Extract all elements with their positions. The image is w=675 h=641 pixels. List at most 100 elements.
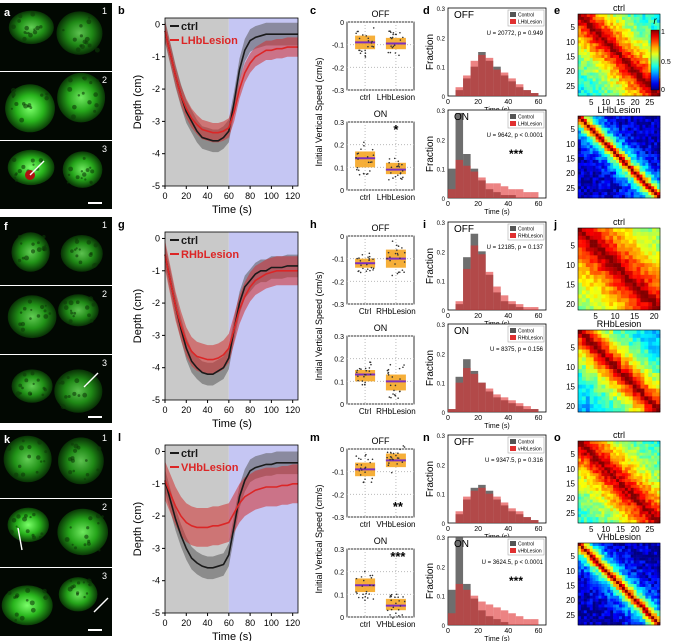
matrix-cell bbox=[648, 121, 652, 126]
matrix-cell bbox=[598, 505, 602, 509]
matrix-cell bbox=[627, 464, 632, 468]
matrix-cell bbox=[607, 93, 611, 97]
matrix-cell bbox=[586, 136, 591, 140]
matrix-cell bbox=[624, 353, 630, 358]
matrix-cell bbox=[583, 496, 588, 500]
cell-dot bbox=[36, 247, 42, 252]
matrix-cell bbox=[610, 40, 614, 44]
cell-dot bbox=[67, 394, 71, 398]
matrix-cell bbox=[645, 145, 649, 149]
data-point bbox=[389, 451, 392, 454]
matrix-cell bbox=[633, 586, 637, 591]
histogram-bar bbox=[493, 286, 501, 310]
cell-dot bbox=[19, 117, 25, 123]
matrix-cell bbox=[632, 294, 637, 299]
matrix-cell bbox=[639, 90, 643, 94]
matrix-cell bbox=[607, 482, 611, 486]
matrix-cell bbox=[595, 25, 599, 29]
matrix-cell bbox=[627, 34, 632, 38]
matrix-cell bbox=[633, 25, 637, 29]
matrix-cell bbox=[632, 247, 637, 252]
matrix-cell bbox=[578, 578, 582, 582]
matrix-cell bbox=[583, 165, 588, 170]
matrix-cell bbox=[642, 16, 646, 21]
matrix-cell bbox=[607, 487, 611, 492]
matrix-cell bbox=[620, 290, 626, 295]
matrix-cell bbox=[601, 81, 605, 85]
x-tick-label: 25 bbox=[645, 98, 654, 107]
matrix-cell bbox=[624, 499, 629, 503]
matrix-cell bbox=[651, 157, 655, 161]
cell-dot bbox=[64, 537, 70, 542]
matrix-cell bbox=[632, 349, 637, 354]
matrix-cell bbox=[648, 52, 652, 56]
histogram-bar bbox=[493, 394, 501, 412]
matrix-cell bbox=[633, 487, 637, 492]
matrix-cell bbox=[598, 151, 602, 155]
matrix-cell bbox=[651, 473, 655, 477]
matrix-cell bbox=[616, 443, 620, 448]
matrix-cell bbox=[601, 484, 605, 489]
matrix-cell bbox=[628, 330, 633, 335]
matrix-cell bbox=[601, 66, 605, 70]
matrix-cell bbox=[621, 569, 626, 573]
matrix-cell bbox=[610, 482, 614, 486]
matrix-cell bbox=[610, 148, 614, 152]
matrix-cell bbox=[589, 55, 593, 59]
matrix-cell bbox=[610, 592, 614, 597]
matrix-cell bbox=[585, 228, 591, 233]
matrix-cell bbox=[610, 543, 614, 547]
matrix-cell bbox=[601, 130, 605, 134]
matrix-cell bbox=[644, 341, 649, 346]
data-point bbox=[397, 608, 400, 611]
matrix-cell bbox=[610, 72, 614, 76]
stat-text: U = 12185, p = 0.137 bbox=[487, 245, 544, 251]
matrix-cell bbox=[589, 251, 594, 256]
matrix-cell bbox=[624, 604, 629, 608]
matrix-cell bbox=[630, 151, 634, 155]
y-tick-label: 5 bbox=[571, 23, 576, 32]
matrix-cell bbox=[652, 286, 657, 291]
matrix-cell bbox=[621, 548, 626, 553]
matrix-cell bbox=[620, 341, 626, 346]
matrix-cell bbox=[616, 159, 620, 164]
matrix-cell bbox=[601, 16, 605, 21]
matrix-cell bbox=[598, 186, 602, 190]
cell-dot bbox=[67, 173, 71, 177]
matrix-cell bbox=[610, 505, 614, 509]
matrix-cell bbox=[610, 171, 614, 175]
matrix-cell bbox=[628, 302, 633, 307]
matrix-cell bbox=[585, 274, 591, 280]
matrix-cell bbox=[624, 290, 630, 295]
matrix-cell bbox=[657, 22, 661, 27]
matrix-cell bbox=[621, 479, 626, 483]
matrix-cell bbox=[597, 341, 602, 346]
matrix-cell bbox=[613, 57, 617, 62]
matrix-cell bbox=[598, 511, 602, 515]
matrix-cell bbox=[607, 514, 611, 518]
matrix-cell bbox=[595, 604, 599, 608]
matrix-cell bbox=[642, 142, 646, 146]
matrix-cell bbox=[598, 72, 602, 76]
matrix-cell bbox=[583, 470, 588, 474]
matrix-cell bbox=[648, 31, 652, 35]
matrix-cell bbox=[642, 121, 646, 126]
matrix-cell bbox=[595, 60, 599, 65]
matrix-cell bbox=[589, 508, 593, 512]
matrix-cell bbox=[589, 388, 594, 393]
matrix-cell bbox=[642, 514, 646, 518]
matrix-cell bbox=[624, 376, 630, 382]
matrix-cell bbox=[585, 294, 591, 299]
matrix-cell bbox=[648, 464, 652, 468]
matrix-cell bbox=[601, 228, 606, 233]
matrix-cell bbox=[578, 259, 583, 264]
matrix-cell bbox=[595, 493, 599, 497]
matrix-cell bbox=[613, 183, 617, 187]
cell-dot bbox=[70, 442, 74, 446]
matrix-cell bbox=[586, 595, 591, 599]
matrix-cell bbox=[617, 408, 622, 413]
matrix-cell bbox=[636, 560, 640, 564]
matrix-cell bbox=[644, 306, 649, 311]
matrix-cell bbox=[578, 159, 582, 164]
matrix-cell bbox=[630, 66, 634, 70]
